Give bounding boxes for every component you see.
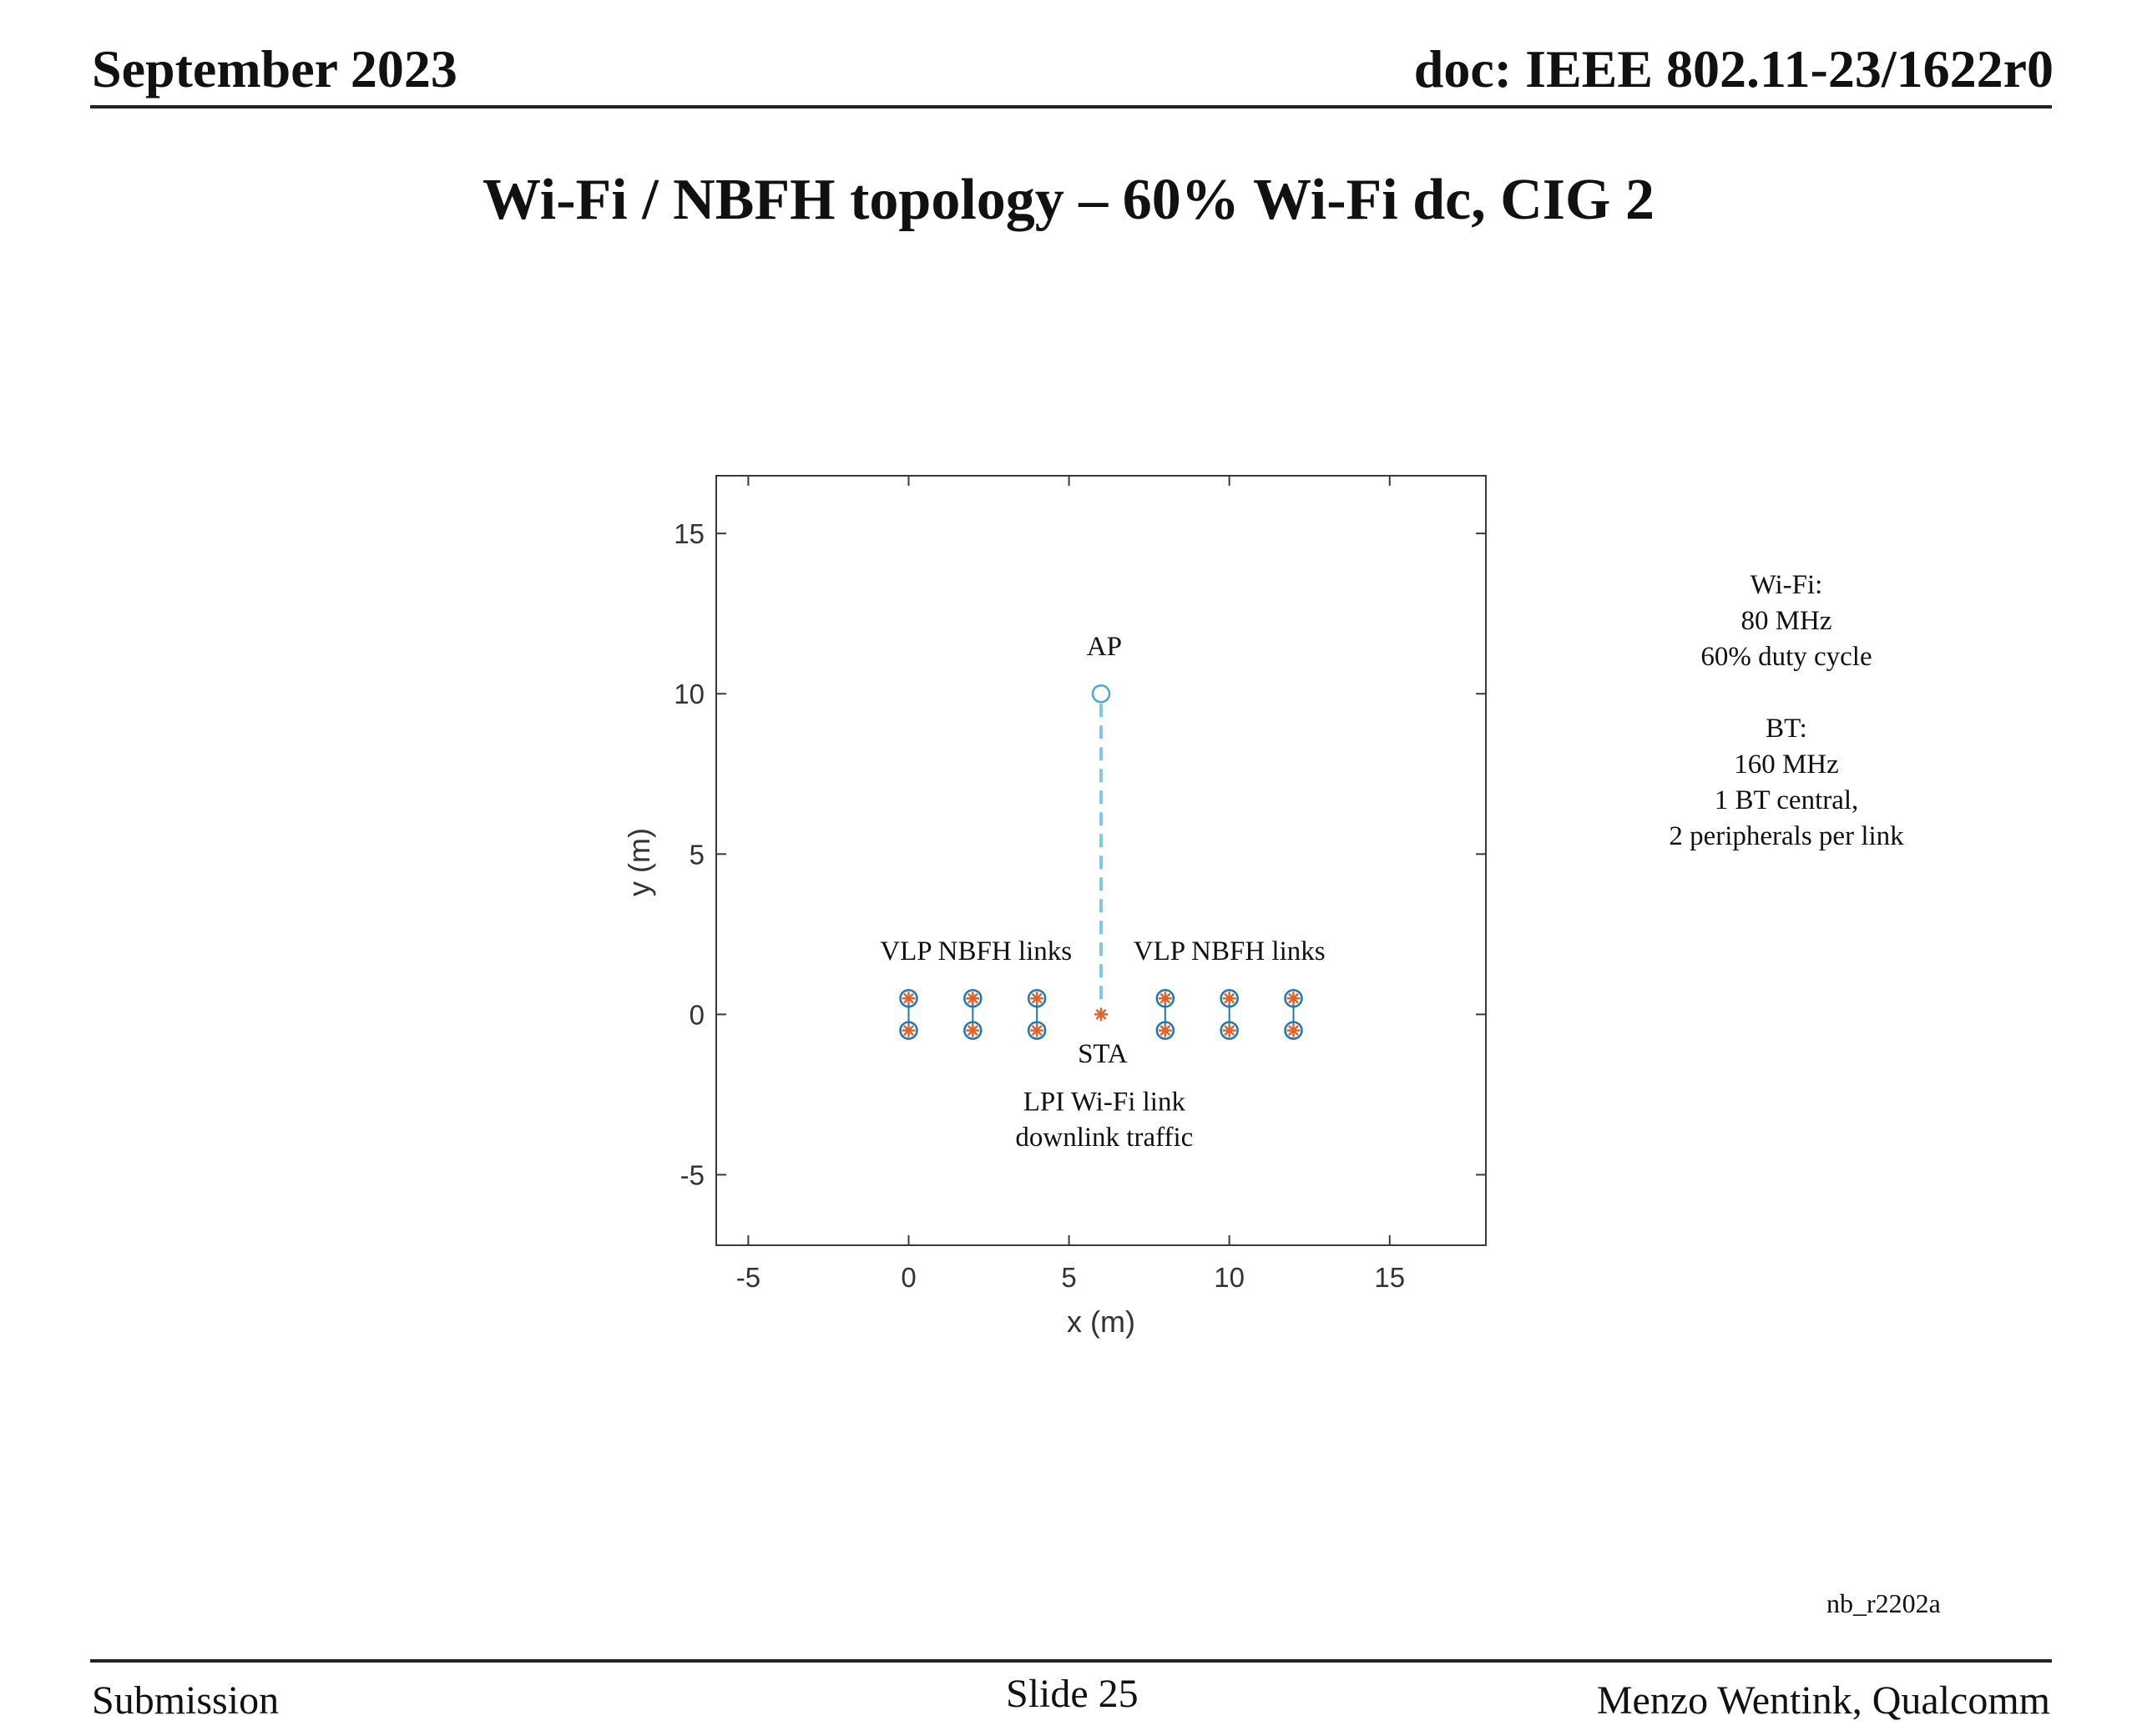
header-doc-id: doc: IEEE 802.11-23/1622r0 bbox=[1413, 39, 2054, 98]
note-bt-central: 1 BT central, bbox=[1714, 785, 1859, 815]
asterisk-marker bbox=[1158, 992, 1172, 1006]
plot-annotation: downlink traffic bbox=[1015, 1123, 1193, 1153]
footer-rule bbox=[90, 1659, 2052, 1663]
x-tick-label: 5 bbox=[1061, 1262, 1076, 1293]
note-bt-peripherals: 2 peripherals per link bbox=[1669, 821, 1904, 851]
asterisk-marker bbox=[1094, 1007, 1108, 1022]
plot-annotation: LPI Wi-Fi link bbox=[1023, 1088, 1186, 1118]
header-date: September 2023 bbox=[92, 39, 457, 98]
circle-marker bbox=[1091, 684, 1111, 704]
y-tick-label: -5 bbox=[680, 1159, 705, 1190]
asterisk-marker bbox=[966, 992, 980, 1006]
plot-annotation: VLP NBFH links bbox=[1134, 936, 1326, 966]
footer-slide-number: Slide 25 bbox=[1006, 1672, 1139, 1716]
circle-marker bbox=[1284, 1021, 1303, 1040]
asterisk-marker bbox=[902, 992, 916, 1006]
asterisk-marker bbox=[966, 1023, 980, 1037]
note-bt-bandwidth: 160 MHz bbox=[1734, 749, 1839, 780]
asterisk-marker bbox=[1158, 1023, 1172, 1037]
footer-submission: Submission bbox=[92, 1678, 280, 1723]
asterisk-marker bbox=[1286, 1023, 1301, 1037]
circle-marker bbox=[1220, 988, 1239, 1008]
side-note: Wi-Fi: 80 MHz 60% duty cycle BT: 160 MHz… bbox=[1628, 568, 1945, 855]
circle-marker bbox=[1220, 1021, 1239, 1040]
footer-author: Menzo Wentink, Qualcomm bbox=[1596, 1678, 2050, 1723]
note-bt-heading: BT: bbox=[1766, 714, 1807, 744]
asterisk-marker bbox=[1030, 992, 1044, 1006]
plot-annotation: AP bbox=[1087, 632, 1122, 662]
x-tick-label: 0 bbox=[901, 1262, 916, 1293]
plot-annotation: VLP NBFH links bbox=[880, 936, 1072, 966]
circle-marker bbox=[1155, 1021, 1175, 1040]
asterisk-marker bbox=[902, 1023, 916, 1037]
y-tick-label: 0 bbox=[690, 999, 705, 1030]
circle-marker bbox=[899, 1021, 918, 1040]
note-wifi-duty-cycle: 60% duty cycle bbox=[1700, 642, 1872, 672]
asterisk-marker bbox=[1030, 1023, 1044, 1037]
y-axis-label: y (m) bbox=[622, 828, 656, 896]
y-tick-label: 10 bbox=[674, 679, 705, 709]
circle-marker bbox=[899, 988, 918, 1008]
x-tick-label: 15 bbox=[1374, 1262, 1405, 1293]
header-rule bbox=[90, 105, 2052, 108]
asterisk-marker bbox=[1222, 1023, 1236, 1037]
circle-marker bbox=[1284, 988, 1303, 1008]
plot-frame bbox=[715, 475, 1487, 1246]
circle-marker bbox=[963, 1021, 983, 1040]
plot-annotation: STA bbox=[1078, 1039, 1128, 1069]
asterisk-marker bbox=[1286, 992, 1301, 1006]
note-wifi-bandwidth: 80 MHz bbox=[1740, 606, 1832, 636]
x-axis-label: x (m) bbox=[1067, 1305, 1135, 1339]
slide-title: Wi-Fi / NBFH topology – 60% Wi-Fi dc, CI… bbox=[482, 168, 1655, 232]
circle-marker bbox=[963, 988, 983, 1008]
figure-code: nb_r2202a bbox=[1826, 1588, 1941, 1618]
circle-marker bbox=[1027, 988, 1047, 1008]
note-wifi-heading: Wi-Fi: bbox=[1750, 570, 1823, 600]
asterisk-marker bbox=[1222, 992, 1236, 1006]
circle-marker bbox=[1027, 1021, 1047, 1040]
y-tick-label: 5 bbox=[690, 839, 705, 870]
x-tick-label: 10 bbox=[1214, 1262, 1245, 1293]
circle-marker bbox=[1155, 988, 1175, 1008]
x-tick-label: -5 bbox=[736, 1262, 760, 1293]
y-tick-label: 15 bbox=[674, 518, 705, 549]
